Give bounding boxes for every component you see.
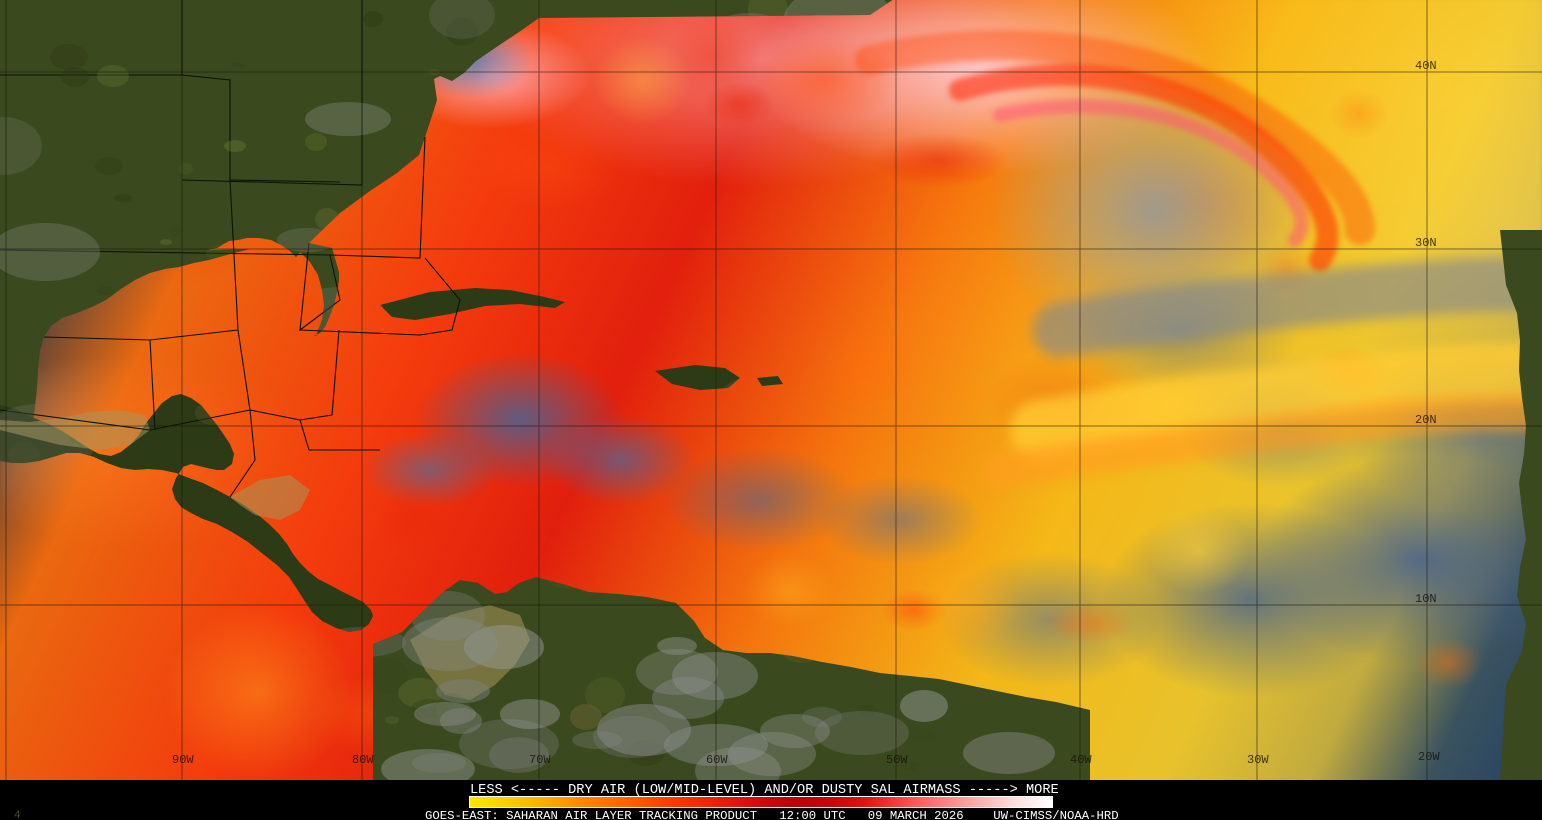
- svg-text:60W: 60W: [706, 753, 728, 767]
- svg-text:10N: 10N: [1415, 592, 1437, 606]
- svg-text:30W: 30W: [1247, 753, 1269, 767]
- svg-text:80W: 80W: [352, 753, 374, 767]
- svg-text:70W: 70W: [529, 753, 551, 767]
- svg-text:20W: 20W: [1418, 750, 1440, 764]
- svg-text:40N: 40N: [1415, 59, 1437, 73]
- svg-text:40W: 40W: [1070, 753, 1092, 767]
- svg-text:50W: 50W: [886, 753, 908, 767]
- svg-text:90W: 90W: [172, 753, 194, 767]
- svg-text:30N: 30N: [1415, 236, 1437, 250]
- svg-text:20N: 20N: [1415, 413, 1437, 427]
